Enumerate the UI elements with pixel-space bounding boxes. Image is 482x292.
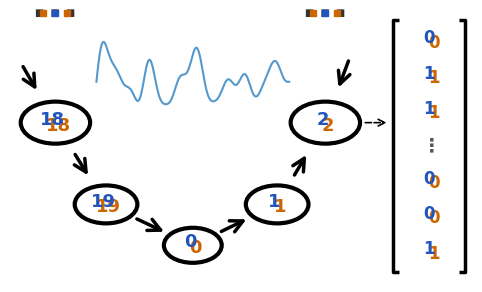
Text: 18: 18 [40, 111, 65, 129]
Text: 0: 0 [428, 174, 440, 192]
Text: 1: 1 [423, 65, 435, 83]
Text: 0: 0 [423, 170, 435, 188]
Text: 1: 1 [428, 244, 440, 263]
Text: 18: 18 [46, 117, 71, 135]
Circle shape [246, 185, 308, 223]
Text: 0: 0 [423, 29, 435, 48]
Text: ■  ■  ■: ■ ■ ■ [305, 8, 346, 18]
Text: 19: 19 [91, 192, 116, 211]
Text: 1: 1 [423, 100, 435, 118]
Text: 1: 1 [428, 104, 440, 122]
Text: 19: 19 [96, 198, 121, 216]
Circle shape [164, 228, 222, 263]
Text: ■  ■  ■: ■ ■ ■ [35, 8, 76, 18]
Text: 1: 1 [274, 198, 286, 216]
Text: 2: 2 [316, 111, 329, 129]
Text: ⋮: ⋮ [422, 136, 441, 156]
Text: 1: 1 [428, 69, 440, 87]
Circle shape [291, 102, 360, 144]
Text: 2: 2 [322, 117, 335, 135]
Text: 0: 0 [428, 209, 440, 227]
Circle shape [21, 102, 90, 144]
Circle shape [75, 185, 137, 223]
Text: 0: 0 [423, 205, 435, 223]
Text: 1: 1 [268, 192, 281, 211]
Text: 0: 0 [184, 233, 196, 251]
Text: 1: 1 [423, 240, 435, 258]
Text: 0: 0 [428, 34, 440, 52]
Text: 0: 0 [189, 239, 202, 257]
